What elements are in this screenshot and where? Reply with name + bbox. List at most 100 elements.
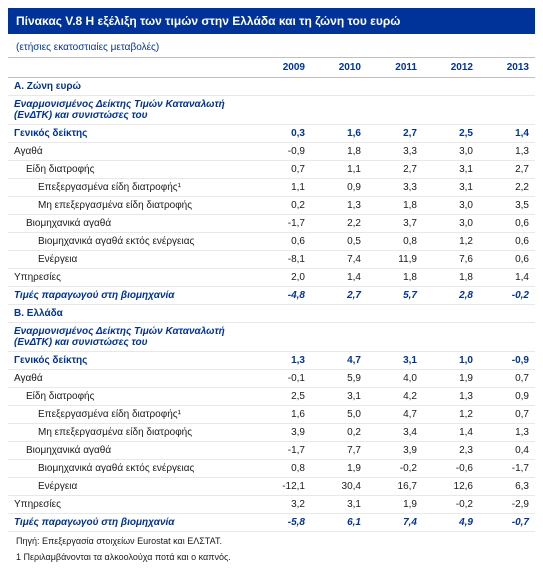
cell-value: 3,5 bbox=[479, 197, 535, 215]
cell-value: 0,2 bbox=[311, 424, 367, 442]
cell-value: 4,0 bbox=[367, 370, 423, 388]
cell-value: 0,3 bbox=[255, 125, 311, 143]
cell-value: 2,7 bbox=[367, 161, 423, 179]
cell-value: -0,2 bbox=[367, 460, 423, 478]
cell-value bbox=[479, 96, 535, 125]
cell-value: 3,1 bbox=[367, 352, 423, 370]
cell-value: 3,0 bbox=[423, 215, 479, 233]
cell-value: 1,1 bbox=[311, 161, 367, 179]
cell-value: -0,2 bbox=[423, 496, 479, 514]
cell-value: 1,4 bbox=[479, 269, 535, 287]
cell-value: 0,6 bbox=[479, 233, 535, 251]
cell-value: 16,7 bbox=[367, 478, 423, 496]
cell-value bbox=[423, 305, 479, 323]
table-row: Επεξεργασμένα είδη διατροφής¹1,65,04,71,… bbox=[8, 406, 535, 424]
cell-value: -0,9 bbox=[255, 143, 311, 161]
cell-value bbox=[255, 96, 311, 125]
table-row: Β. Ελλάδα bbox=[8, 305, 535, 323]
cell-value: 3,9 bbox=[255, 424, 311, 442]
table-row: Βιομηχανικά αγαθά-1,72,23,73,00,6 bbox=[8, 215, 535, 233]
cell-value: 4,2 bbox=[367, 388, 423, 406]
cell-value: -1,7 bbox=[479, 460, 535, 478]
cell-value: 2,5 bbox=[255, 388, 311, 406]
row-label: Γενικός δείκτης bbox=[8, 352, 255, 370]
table-row: Α. Ζώνη ευρώ bbox=[8, 78, 535, 96]
cell-value bbox=[367, 305, 423, 323]
table-row: Βιομηχανικά αγαθά εκτός ενέργειας0,60,50… bbox=[8, 233, 535, 251]
cell-value: 3,9 bbox=[367, 442, 423, 460]
data-table: 2009 2010 2011 2012 2013 Α. Ζώνη ευρώΕνα… bbox=[8, 57, 535, 532]
cell-value: -0,9 bbox=[479, 352, 535, 370]
cell-value: 1,0 bbox=[423, 352, 479, 370]
cell-value: 1,4 bbox=[311, 269, 367, 287]
cell-value: 3,1 bbox=[423, 161, 479, 179]
cell-value bbox=[479, 78, 535, 96]
year-header: 2013 bbox=[479, 58, 535, 78]
table-row: Τιμές παραγωγού στη βιομηχανία-5,86,17,4… bbox=[8, 514, 535, 532]
cell-value: -8,1 bbox=[255, 251, 311, 269]
cell-value bbox=[311, 96, 367, 125]
cell-value: 1,2 bbox=[423, 233, 479, 251]
cell-value bbox=[367, 96, 423, 125]
row-label: Επεξεργασμένα είδη διατροφής¹ bbox=[8, 179, 255, 197]
table-row: Υπηρεσίες3,23,11,9-0,2-2,9 bbox=[8, 496, 535, 514]
row-label: Εναρμονισμένος Δείκτης Τιμών Καταναλωτή … bbox=[8, 96, 255, 125]
cell-value: 4,9 bbox=[423, 514, 479, 532]
cell-value: 5,9 bbox=[311, 370, 367, 388]
cell-value: 2,2 bbox=[311, 215, 367, 233]
cell-value: 3,3 bbox=[367, 143, 423, 161]
cell-value: 3,4 bbox=[367, 424, 423, 442]
row-label: Είδη διατροφής bbox=[8, 161, 255, 179]
row-label: Επεξεργασμένα είδη διατροφής¹ bbox=[8, 406, 255, 424]
cell-value: 1,8 bbox=[423, 269, 479, 287]
year-header: 2009 bbox=[255, 58, 311, 78]
cell-value: 1,6 bbox=[255, 406, 311, 424]
row-label: Α. Ζώνη ευρώ bbox=[8, 78, 255, 96]
cell-value: 1,6 bbox=[311, 125, 367, 143]
cell-value: 1,9 bbox=[311, 460, 367, 478]
cell-value: 6,1 bbox=[311, 514, 367, 532]
table-row: Αγαθά-0,91,83,33,01,3 bbox=[8, 143, 535, 161]
footnote-source: Πηγή: Επεξεργασία στοιχείων Eurostat και… bbox=[8, 532, 535, 548]
cell-value: -0,7 bbox=[479, 514, 535, 532]
cell-value: 0,9 bbox=[479, 388, 535, 406]
row-label: Βιομηχανικά αγαθά εκτός ενέργειας bbox=[8, 460, 255, 478]
row-label: Μη επεξεργασμένα είδη διατροφής bbox=[8, 197, 255, 215]
row-label: Εναρμονισμένος Δείκτης Τιμών Καταναλωτή … bbox=[8, 323, 255, 352]
cell-value: 1,3 bbox=[311, 197, 367, 215]
cell-value: 0,6 bbox=[479, 215, 535, 233]
table-title: Πίνακας V.8 Η εξέλιξη των τιμών στην Ελλ… bbox=[8, 8, 535, 34]
cell-value: 7,7 bbox=[311, 442, 367, 460]
table-row: Βιομηχανικά αγαθά-1,77,73,92,30,4 bbox=[8, 442, 535, 460]
table-row: Γενικός δείκτης0,31,62,72,51,4 bbox=[8, 125, 535, 143]
cell-value: 0,6 bbox=[479, 251, 535, 269]
row-label: Τιμές παραγωγού στη βιομηχανία bbox=[8, 514, 255, 532]
cell-value: -0,6 bbox=[423, 460, 479, 478]
table-row: Μη επεξεργασμένα είδη διατροφής3,90,23,4… bbox=[8, 424, 535, 442]
cell-value: 3,1 bbox=[423, 179, 479, 197]
cell-value: -1,7 bbox=[255, 215, 311, 233]
cell-value bbox=[311, 78, 367, 96]
cell-value: 0,9 bbox=[311, 179, 367, 197]
cell-value: 3,2 bbox=[255, 496, 311, 514]
row-label: Β. Ελλάδα bbox=[8, 305, 255, 323]
cell-value: 1,3 bbox=[479, 143, 535, 161]
cell-value: 2,7 bbox=[367, 125, 423, 143]
cell-value bbox=[423, 96, 479, 125]
cell-value bbox=[479, 305, 535, 323]
cell-value bbox=[311, 305, 367, 323]
cell-value: -5,8 bbox=[255, 514, 311, 532]
row-label: Αγαθά bbox=[8, 143, 255, 161]
table-row: Είδη διατροφής2,53,14,21,30,9 bbox=[8, 388, 535, 406]
header-row: 2009 2010 2011 2012 2013 bbox=[8, 58, 535, 78]
row-label: Μη επεξεργασμένα είδη διατροφής bbox=[8, 424, 255, 442]
cell-value bbox=[423, 78, 479, 96]
cell-value: 3,0 bbox=[423, 197, 479, 215]
table-row: Υπηρεσίες2,01,41,81,81,4 bbox=[8, 269, 535, 287]
cell-value: -2,9 bbox=[479, 496, 535, 514]
cell-value: 11,9 bbox=[367, 251, 423, 269]
row-label: Υπηρεσίες bbox=[8, 269, 255, 287]
cell-value: 30,4 bbox=[311, 478, 367, 496]
cell-value: -0,2 bbox=[479, 287, 535, 305]
cell-value: 4,7 bbox=[367, 406, 423, 424]
